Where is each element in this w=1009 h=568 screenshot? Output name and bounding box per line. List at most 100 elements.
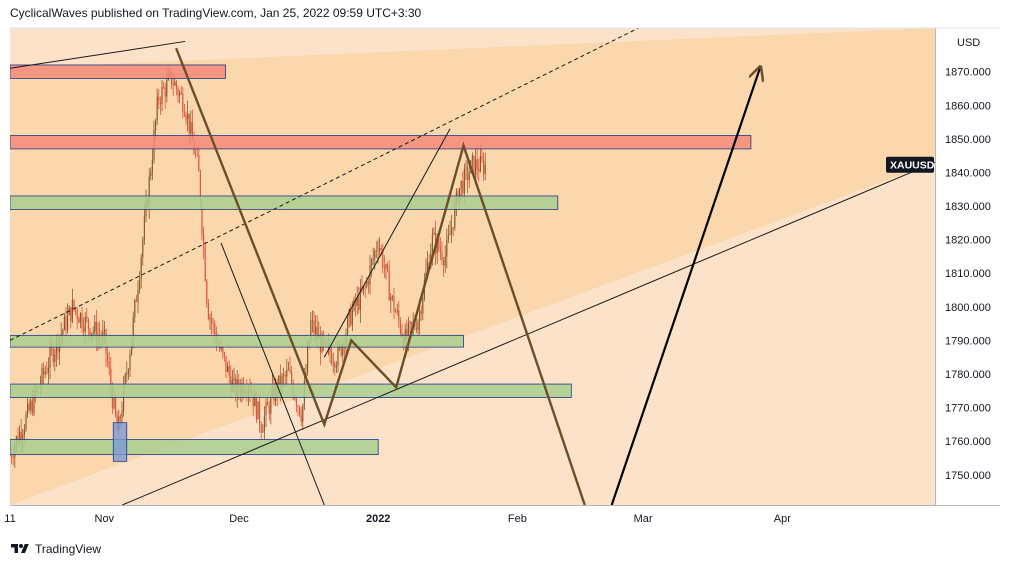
candle-body: [377, 249, 379, 252]
candle-body: [188, 113, 190, 134]
candle-body: [446, 239, 448, 257]
time-tick-label: Apr: [774, 513, 791, 525]
trend-line[interactable]: [10, 40, 186, 69]
price-axis[interactable]: 1750.000 1760.000 1770.000 1780.000 1790.000…: [945, 67, 991, 482]
candle-body: [411, 322, 413, 326]
candle-body: [30, 400, 32, 411]
candle-body: [76, 310, 78, 319]
candle-body: [70, 307, 72, 322]
candle-body: [211, 317, 213, 323]
candle-body: [142, 239, 144, 258]
candle-body: [364, 286, 366, 287]
support-zone[interactable]: [10, 383, 572, 398]
candle-body: [190, 121, 192, 134]
price-tick-label: 1860.000: [945, 100, 991, 112]
candle-body: [191, 121, 193, 140]
candle-body: [454, 203, 456, 229]
candle-body: [479, 155, 481, 172]
trend-line[interactable]: [323, 128, 451, 358]
candle-body: [225, 356, 227, 372]
candle-body: [129, 354, 131, 370]
candle-body: [347, 316, 349, 334]
candle-body: [110, 368, 112, 388]
candle-body: [315, 327, 317, 334]
candle-body: [180, 92, 182, 94]
candle-body: [143, 216, 145, 240]
candle-body: [12, 457, 14, 458]
candle-body: [439, 248, 441, 252]
candle-body: [438, 238, 440, 249]
candle-body: [84, 316, 86, 332]
candle-body: [185, 115, 187, 120]
candle-body: [260, 424, 262, 433]
candle-body: [81, 313, 83, 328]
symbol-text: XAUUSD: [890, 160, 935, 172]
trend-line[interactable]: [10, 28, 639, 341]
candle-body: [286, 370, 288, 377]
candle-body: [265, 402, 267, 416]
marker-zone[interactable]: [112, 422, 128, 462]
candle-body: [363, 286, 365, 291]
trend-line[interactable]: [122, 161, 935, 505]
candle-body: [79, 313, 81, 323]
resistance-zone[interactable]: [10, 64, 226, 79]
candle-body: [393, 296, 395, 312]
candle-body: [367, 280, 369, 285]
candle-body: [259, 401, 261, 425]
candle-body: [11, 454, 13, 458]
candle-body: [23, 429, 25, 435]
candle-body: [436, 238, 438, 254]
candle-body: [307, 346, 309, 373]
candle-body: [334, 363, 336, 368]
candle-body: [372, 258, 374, 260]
candle-body: [443, 260, 445, 266]
price-tick-label: 1840.000: [945, 167, 991, 179]
candle-body: [478, 169, 480, 172]
price-chart[interactable]: 1750.000 1760.000 1770.000 1780.000 1790.000…: [0, 0, 1009, 540]
candle-body: [350, 309, 352, 326]
candle-body: [166, 79, 168, 97]
candle-body: [28, 403, 30, 411]
candle-body: [390, 296, 392, 301]
candle-body: [187, 113, 189, 120]
candle-body: [420, 310, 422, 314]
time-axis[interactable]: 11 Nov Dec 2022 Feb Mar Apr: [4, 513, 791, 525]
time-tick-label: Mar: [634, 513, 653, 525]
candle-body: [83, 327, 85, 332]
candle-body: [406, 329, 408, 339]
candle-body: [67, 314, 69, 331]
resistance-zone[interactable]: [10, 135, 752, 150]
candle-body: [302, 404, 304, 422]
support-zone[interactable]: [10, 439, 379, 456]
candle-body: [359, 287, 361, 310]
candle-body: [201, 205, 203, 234]
support-zone[interactable]: [10, 195, 559, 210]
price-tick-label: 1820.000: [945, 235, 991, 247]
candle-body: [374, 250, 376, 259]
candle-body: [126, 373, 128, 375]
price-tick-label: 1830.000: [945, 201, 991, 213]
candle-body: [252, 394, 254, 407]
candle-body: [177, 88, 179, 96]
candle-body: [159, 101, 161, 105]
publish-line: CyclicalWaves published on TradingView.c…: [10, 6, 422, 20]
candle-body: [108, 362, 110, 369]
candle-body: [356, 296, 358, 306]
candle-body: [164, 87, 166, 97]
trendlines-layer: [10, 28, 935, 505]
candle-body: [148, 176, 150, 206]
support-zone[interactable]: [10, 334, 464, 348]
candle-body: [206, 280, 208, 304]
candle-body: [220, 346, 222, 350]
candle-body: [329, 344, 331, 354]
candle-body: [150, 171, 152, 177]
trend-line[interactable]: [220, 242, 325, 505]
time-tick-label: Feb: [508, 513, 527, 525]
candle-body: [175, 81, 177, 89]
candle-body: [467, 167, 469, 181]
price-tick-label: 1750.000: [945, 470, 991, 482]
candle-body: [107, 353, 109, 363]
price-tick-label: 1850.000: [945, 134, 991, 146]
candle-body: [407, 323, 409, 339]
candle-body: [382, 250, 384, 268]
